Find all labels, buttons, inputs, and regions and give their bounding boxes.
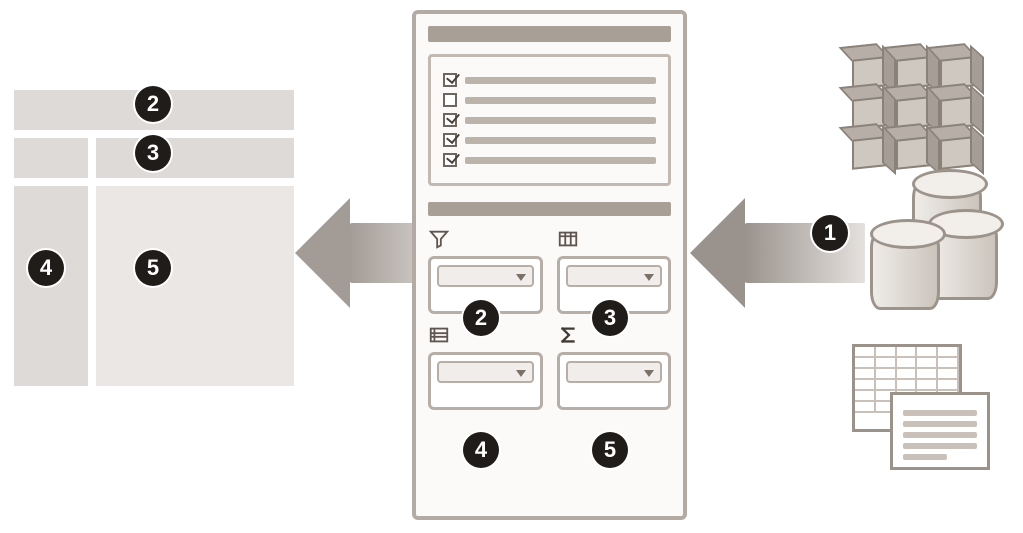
olap-cubes-icon: [852, 40, 997, 150]
column-labels-area: [96, 138, 294, 178]
row-labels-area: [14, 186, 88, 386]
panel-section-bar: [428, 202, 671, 216]
checkbox-icon: [443, 153, 457, 167]
diagram-canvas: 1 2 3 4 5 2 3 4 5: [0, 0, 1023, 533]
databases-icon: [852, 174, 1002, 314]
checkbox-icon: [443, 93, 457, 107]
checkbox-icon: [443, 113, 457, 127]
callout-badge-2: 2: [135, 86, 171, 122]
values-zone: [557, 324, 672, 410]
field-label-placeholder: [465, 157, 656, 164]
checkbox-icon: [443, 133, 457, 147]
field-list-panel: [412, 10, 687, 520]
field-item: [443, 133, 656, 147]
field-item: [443, 113, 656, 127]
arrow-sources-to-panel: [690, 198, 865, 308]
columns-icon: [557, 228, 672, 250]
callout-badge-2: 2: [463, 300, 499, 336]
callout-badge-1: 1: [812, 215, 848, 251]
field-label-placeholder: [465, 117, 656, 124]
rows-drop-area: [428, 352, 543, 410]
filter-icon: [428, 228, 543, 250]
drop-slot: [566, 361, 663, 383]
checkbox-icon: [443, 73, 457, 87]
values-area: [96, 186, 294, 386]
field-item: [443, 153, 656, 167]
drop-slot: [437, 361, 534, 383]
files-icon: [852, 344, 1002, 474]
field-item: [443, 73, 656, 87]
callout-badge-3: 3: [592, 300, 628, 336]
text-file-icon: [890, 392, 990, 470]
field-label-placeholder: [465, 137, 656, 144]
callout-badge-5: 5: [592, 432, 628, 468]
layout-corner-cell: [14, 138, 88, 178]
field-item: [443, 93, 656, 107]
field-label-placeholder: [465, 97, 656, 104]
callout-badge-3: 3: [135, 135, 171, 171]
rows-zone: [428, 324, 543, 410]
data-sources: [852, 40, 1012, 474]
drop-slot: [437, 265, 534, 287]
callout-badge-4: 4: [28, 250, 64, 286]
field-checklist: [428, 54, 671, 186]
callout-badge-4: 4: [463, 432, 499, 468]
drop-slot: [566, 265, 663, 287]
values-drop-area: [557, 352, 672, 410]
panel-title-bar: [428, 26, 671, 42]
callout-badge-5: 5: [135, 250, 171, 286]
field-label-placeholder: [465, 77, 656, 84]
